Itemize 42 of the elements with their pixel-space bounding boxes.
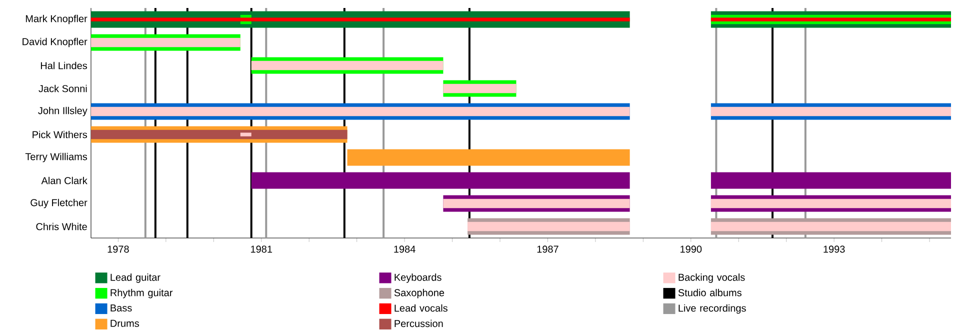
y-tick-label: Pick Withers [32, 130, 88, 138]
bar [710, 198, 952, 208]
bar [91, 106, 630, 116]
y-tick-label: David Knopfler [22, 38, 88, 48]
y-tick-label: Alan Clark [41, 176, 88, 184]
bar [347, 149, 630, 166]
y-tick-label: Chris White [36, 222, 87, 230]
bar [443, 84, 516, 94]
bar [443, 198, 630, 208]
x-tick-label: 1984 [394, 246, 416, 253]
legend-label: Keyboards [394, 274, 442, 283]
legend-label: Bass [110, 304, 132, 312]
y-tick-label: Jack Sonni [38, 84, 87, 92]
y-tick-label: Guy Fletcher [30, 198, 88, 208]
bar [710, 172, 952, 189]
bar [710, 222, 952, 232]
bar [251, 60, 444, 70]
y-tick-label: Mark Knopfler [26, 14, 88, 24]
bar [251, 172, 630, 189]
y-tick-label: Hal Lindes [40, 62, 88, 70]
x-tick-label: 1981 [251, 246, 272, 253]
x-tick-label: 1978 [108, 246, 129, 253]
bar [710, 106, 952, 116]
legend-label: Drums [110, 320, 140, 327]
legend-label: Backing vocals [678, 274, 745, 283]
bar [468, 222, 630, 232]
bar [710, 18, 952, 22]
x-tick-label: 1993 [824, 246, 845, 253]
x-tick-label: 1990 [680, 246, 702, 253]
legend-label: Lead guitar [110, 274, 160, 283]
bar [91, 18, 630, 22]
y-tick-label: John Illsley [38, 106, 88, 116]
legend-label: Live recordings [678, 304, 746, 314]
legend-label: Studio albums [678, 288, 742, 296]
legend-label: Rhythm guitar [110, 288, 173, 298]
bar [91, 38, 240, 48]
legend-label: Saxophone [394, 288, 444, 298]
y-tick-label: Terry Williams [25, 152, 88, 162]
legend-label: Percussion [394, 320, 443, 328]
legend-label: Lead vocals [394, 304, 448, 312]
x-tick-label: 1987 [537, 246, 558, 253]
bar [91, 130, 348, 140]
